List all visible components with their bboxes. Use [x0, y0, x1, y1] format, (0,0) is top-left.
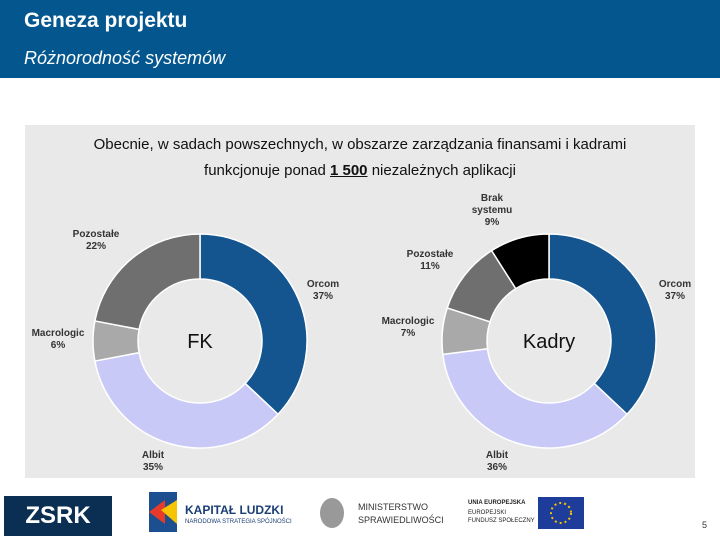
donut-segment: [548, 233, 657, 416]
logo-ms: SPRAWIEDLIWOŚCI: [358, 515, 444, 525]
page-number: 5: [702, 520, 708, 530]
logo-kl: KAPITAŁ LUDZKI: [185, 503, 284, 517]
logo-kl-sub: NARODOWA STRATEGIA SPÓJNOŚCI: [185, 519, 292, 525]
subtitle: Różnorodność systemów: [24, 48, 226, 68]
logo-ms: MINISTERSTWO: [358, 502, 428, 512]
center-label: FK: [187, 331, 213, 353]
slice-value: 37%: [664, 291, 686, 302]
title: Geneza projektu: [24, 9, 188, 32]
donut-segment: [490, 233, 550, 290]
donut-segment: [94, 351, 280, 449]
slice-value: 9%: [484, 217, 500, 228]
slice-value: 7%: [400, 328, 416, 339]
intro-line: Obecnie, w sadach powszechnych, w obszar…: [93, 136, 627, 153]
slice-label: Albit: [485, 450, 509, 461]
logo-ue: UNIA EUROPEJSKA: [468, 500, 526, 506]
slice-label: Orcom: [658, 279, 692, 290]
center-label: Kadry: [523, 331, 575, 353]
slice-value: 35%: [142, 462, 164, 473]
slice-label: Macrologic: [31, 328, 85, 339]
logo-eagle: [320, 498, 344, 528]
logo-ue: FUNDUSZ SPOŁECZNY: [468, 518, 535, 524]
slice-label: Pozostałe: [72, 229, 120, 240]
intro-text: funkcjonuje ponad: [204, 162, 326, 179]
slice-value: 37%: [312, 291, 334, 302]
slice-value: 36%: [486, 462, 508, 473]
slice-value: 6%: [50, 340, 66, 351]
slice-label: Brak systemu: [471, 193, 513, 216]
slice-label: Macrologic: [381, 316, 435, 327]
header-band: [0, 0, 720, 78]
slice-value: 11%: [420, 261, 440, 272]
logo-zsrk: ZSRK: [4, 496, 112, 536]
donut-segment: [442, 347, 629, 449]
eu-flag: [538, 497, 584, 529]
donut-segment: [94, 233, 201, 331]
logo-kl-icon: [149, 492, 177, 532]
slice-label: Orcom: [306, 279, 340, 290]
intro-line: funkcjonuje ponad 1 500 niezależnych apl…: [25, 162, 695, 179]
slice-value: 22%: [85, 241, 107, 252]
intro-highlight: 1 500: [329, 162, 368, 179]
slice-label: Pozostałe: [406, 249, 454, 260]
donut-segment: [199, 233, 308, 416]
logo-ue: EUROPEJSKI: [468, 510, 507, 516]
slice-label: Albit: [141, 450, 165, 461]
intro-text: niezależnych aplikacji: [371, 162, 516, 179]
